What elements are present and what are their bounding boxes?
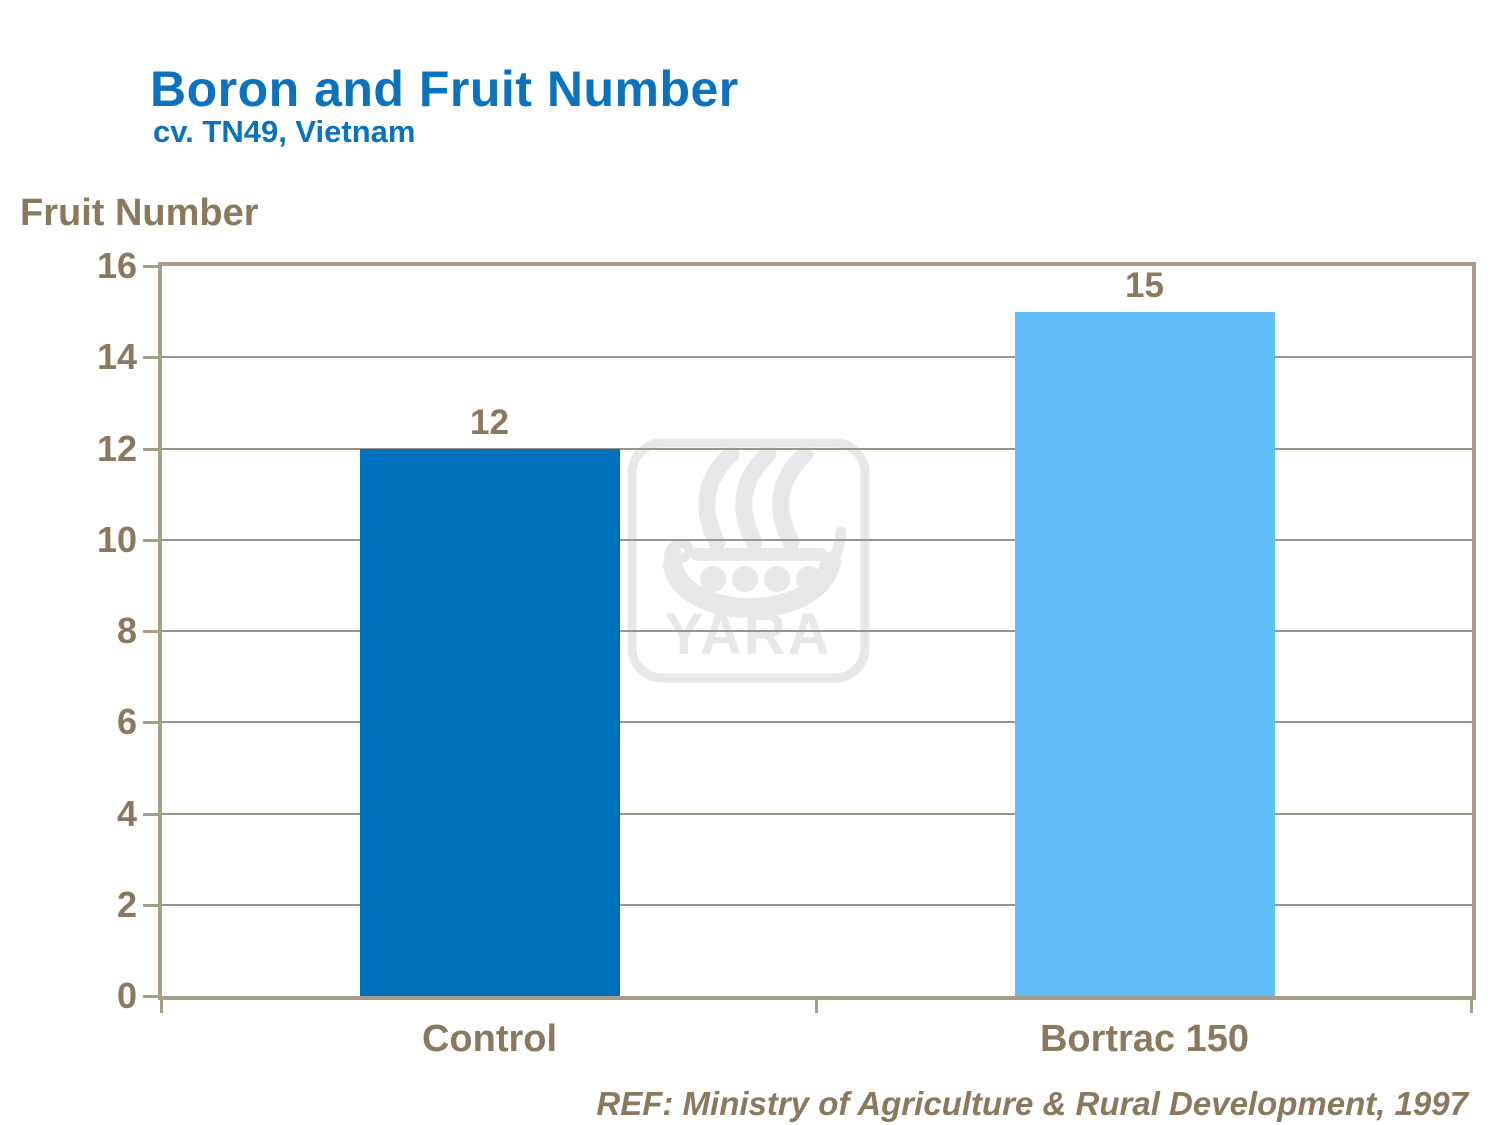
y-axis-tick-label: 8	[116, 610, 137, 651]
y-axis-tick-mark	[143, 447, 158, 451]
y-axis-tick-label: 16	[96, 245, 137, 286]
viking-ship-icon	[663, 445, 847, 619]
y-axis-tick-mark	[143, 538, 158, 542]
bar-control	[359, 448, 620, 996]
yara-watermark-svg: YARA	[627, 438, 870, 683]
reference-text: REF: Ministry of Agriculture & Rural Dev…	[596, 1085, 1468, 1122]
gridline-10	[162, 538, 1472, 541]
y-axis-tick-label: 2	[116, 883, 137, 925]
watermark-brand-text: YARA	[664, 602, 831, 667]
y-axis-tick-mark	[143, 995, 158, 998]
gridline-12	[162, 447, 1472, 450]
value-label-control: 12	[470, 402, 509, 442]
y-axis-tick-label: 4	[116, 792, 137, 834]
y-axis-title: Fruit Number	[20, 192, 259, 234]
gridline-2	[162, 903, 1472, 906]
y-axis-tick-mark	[143, 356, 158, 360]
x-category-label-control: Control	[421, 1018, 558, 1060]
watermark-border	[627, 438, 870, 683]
y-axis-tick-mark	[143, 903, 158, 907]
y-axis-tick-mark	[143, 630, 158, 633]
x-axis-tick-mark	[815, 1000, 818, 1013]
gridline-14	[162, 356, 1472, 359]
y-axis-tick-label: 0	[116, 975, 137, 1016]
y-axis-tick-label: 6	[116, 701, 137, 743]
yara-watermark: YARA	[627, 438, 870, 683]
gridline-8	[162, 630, 1472, 632]
gridline-6	[162, 721, 1472, 724]
chart-subtitle: cv. TN49, Vietnam	[153, 114, 416, 149]
gridline-4	[162, 812, 1472, 815]
y-axis-tick-label: 14	[96, 336, 137, 378]
y-axis-tick-mark	[143, 721, 158, 725]
y-axis-tick-mark	[143, 812, 158, 816]
y-axis-tick-label: 12	[96, 427, 137, 469]
x-category-label-bortrac-150: Bortrac 150	[1039, 1018, 1250, 1060]
value-label-bortrac-150: 15	[1125, 265, 1164, 305]
x-axis-tick-mark	[160, 1000, 163, 1013]
y-axis-tick-mark	[143, 265, 158, 268]
y-axis-tick-label: 10	[96, 518, 137, 560]
x-axis-tick-mark	[1470, 1000, 1473, 1013]
bar-bortrac-150	[1014, 311, 1275, 996]
plot-area: YARA 12 15	[158, 262, 1476, 1000]
chart-title: Boron and Fruit Number	[150, 61, 739, 117]
